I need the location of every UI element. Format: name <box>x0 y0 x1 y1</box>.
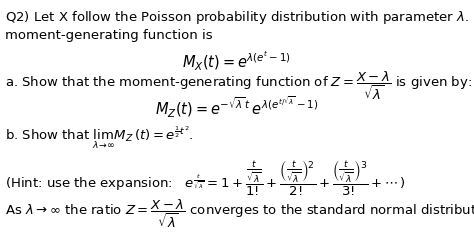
Text: b. Show that $\lim_{\lambda\to\infty} M_Z(t) = e^{\frac{1}{2}t^2}$.: b. Show that $\lim_{\lambda\to\infty} M_… <box>5 125 193 151</box>
Text: As $\lambda \to \infty$ the ratio $Z = \dfrac{X-\lambda}{\sqrt{\lambda}}$ conver: As $\lambda \to \infty$ the ratio $Z = \… <box>5 197 474 230</box>
Text: $M_X(t) = e^{\lambda(e^t-1)}$: $M_X(t) = e^{\lambda(e^t-1)}$ <box>182 49 292 72</box>
Text: (Hint: use the expansion:   $e^{\frac{t}{\sqrt{\lambda}}} = 1 + \dfrac{\frac{t}{: (Hint: use the expansion: $e^{\frac{t}{\… <box>5 158 406 198</box>
Text: a. Show that the moment-generating function of $Z = \dfrac{X-\lambda}{\sqrt{\lam: a. Show that the moment-generating funct… <box>5 69 472 102</box>
Text: Q2) Let X follow the Poisson probability distribution with parameter $\lambda$. : Q2) Let X follow the Poisson probability… <box>5 9 474 26</box>
Text: moment-generating function is: moment-generating function is <box>5 29 212 42</box>
Text: $M_Z(t) = e^{-\sqrt{\lambda}\,t}\,e^{\lambda(e^{t/\sqrt{\lambda}}-1)}$: $M_Z(t) = e^{-\sqrt{\lambda}\,t}\,e^{\la… <box>155 94 319 120</box>
